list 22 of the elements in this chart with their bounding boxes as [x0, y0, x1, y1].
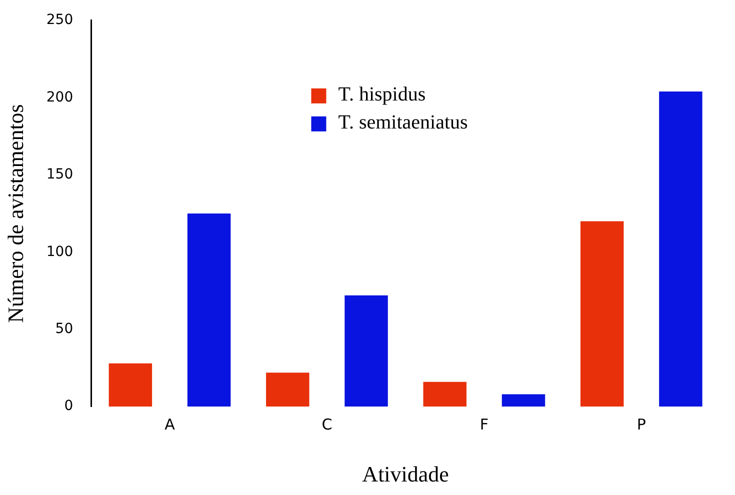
bar	[108, 363, 152, 407]
x-tick-label: C	[322, 415, 332, 434]
legend-label: T. hispidus	[338, 84, 426, 106]
y-tick-label: 0	[64, 398, 74, 414]
y-axis-title: Número de avistamentos	[2, 104, 28, 323]
x-tick-label: F	[480, 415, 488, 434]
bar	[344, 295, 388, 407]
x-tick-label: A	[164, 415, 176, 434]
bar	[266, 372, 310, 407]
x-axis-title: Atividade	[362, 462, 449, 487]
bar	[423, 382, 466, 407]
bar	[580, 221, 624, 407]
y-tick-label: 250	[46, 12, 74, 28]
bar	[187, 214, 231, 407]
y-tick-label: 50	[55, 321, 74, 337]
bar	[502, 394, 546, 407]
y-tick-label: 200	[46, 89, 74, 106]
bar	[659, 91, 702, 407]
y-tick-label: 100	[46, 244, 74, 260]
x-tick-label: P	[636, 415, 646, 434]
y-tick-label: 150	[46, 166, 74, 183]
legend-label: T. semitaeniatus	[338, 112, 468, 134]
